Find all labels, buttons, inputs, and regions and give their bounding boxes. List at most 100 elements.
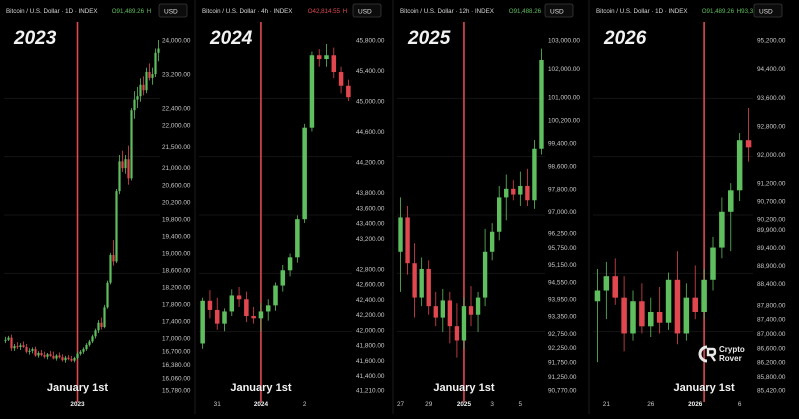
candle-body bbox=[145, 71, 148, 91]
y-tick-label: 99,400.00 bbox=[548, 141, 577, 148]
currency-label: USD bbox=[759, 9, 773, 16]
candle-body bbox=[52, 355, 55, 359]
candle-body bbox=[511, 188, 516, 195]
y-tick-label: 101,000.00 bbox=[548, 95, 580, 102]
y-tick-label: 100,200.00 bbox=[548, 118, 580, 125]
y-tick-label: 86,200.00 bbox=[757, 360, 786, 367]
candle-body bbox=[594, 290, 601, 302]
candle-body bbox=[461, 306, 467, 341]
y-tick-label: 44,600.00 bbox=[356, 129, 385, 136]
candle-body bbox=[405, 217, 410, 264]
y-tick-label: 45,000.00 bbox=[356, 99, 385, 106]
candle-body bbox=[265, 305, 271, 312]
y-tick-label: 16,700.00 bbox=[162, 348, 191, 355]
y-tick-label: 96,250.00 bbox=[548, 231, 577, 238]
y-tick-label: 87,800.00 bbox=[757, 302, 786, 309]
y-tick-label: 92,000.00 bbox=[757, 152, 786, 159]
candle-body bbox=[222, 311, 227, 324]
y-tick-label: 93,350.00 bbox=[548, 314, 577, 321]
y-tick-label: 42,800.00 bbox=[356, 266, 385, 273]
candle-body bbox=[58, 355, 61, 358]
y-tick-label: 92,800.00 bbox=[757, 123, 786, 130]
x-tick-label: 5 bbox=[519, 401, 523, 408]
candle-body bbox=[49, 354, 52, 356]
candle-body bbox=[419, 268, 424, 298]
y-tick-label: 24,000.00 bbox=[162, 38, 191, 45]
panel-header: Bitcoin / U.S. Dollar · 1D · INDEX bbox=[596, 8, 687, 15]
candle-body bbox=[656, 311, 663, 323]
candle-body bbox=[745, 140, 752, 148]
candle-body bbox=[309, 55, 315, 128]
marker-label: January 1st bbox=[674, 382, 735, 394]
candle-body bbox=[22, 345, 25, 347]
year-title: 2025 bbox=[407, 28, 451, 49]
candle-body bbox=[412, 263, 417, 298]
year-title: 2023 bbox=[13, 28, 57, 49]
y-tick-label: 19,400.00 bbox=[162, 233, 191, 240]
candle-body bbox=[229, 295, 235, 312]
candle-body bbox=[151, 74, 154, 78]
candle-body bbox=[639, 301, 645, 327]
candle-body bbox=[736, 140, 743, 191]
candle-body bbox=[728, 190, 734, 212]
y-tick-label: 89,900.00 bbox=[757, 227, 786, 234]
currency-badge bbox=[158, 3, 188, 18]
candle-body bbox=[539, 60, 544, 149]
candle-body bbox=[130, 110, 133, 179]
candle-body bbox=[398, 217, 403, 252]
candle-body bbox=[64, 357, 67, 361]
candle-body bbox=[346, 85, 351, 98]
y-tick-label: 41,210.00 bbox=[356, 388, 385, 395]
candle-body bbox=[482, 251, 488, 298]
y-tick-label: 18,600.00 bbox=[162, 267, 191, 274]
candle-body bbox=[621, 297, 627, 334]
candle-body bbox=[157, 48, 160, 53]
y-tick-label: 95,750.00 bbox=[548, 245, 577, 252]
candle-body bbox=[139, 84, 142, 97]
currency-label: USD bbox=[164, 9, 178, 16]
candle-body bbox=[112, 255, 115, 262]
candle-body bbox=[43, 355, 46, 357]
y-tick-label: 18,200.00 bbox=[162, 284, 191, 291]
candle-body bbox=[719, 211, 725, 248]
candle-body bbox=[103, 307, 106, 327]
y-tick-label: 92,250.00 bbox=[548, 345, 577, 352]
y-tick-label: 88,900.00 bbox=[757, 263, 786, 270]
y-tick-label: 16,060.00 bbox=[162, 376, 191, 383]
chart-panel-2024: Bitcoin / U.S. Dollar · 4h · INDEX O42,81… bbox=[194, 0, 385, 414]
y-tick-label: 90,700.00 bbox=[757, 199, 786, 206]
candle-body bbox=[338, 72, 344, 86]
y-tick-label: 95,150.00 bbox=[548, 262, 577, 269]
y-tick-label: 21,000.00 bbox=[162, 165, 191, 172]
candle-body bbox=[31, 349, 34, 351]
crypto-rover-watermark: Crypto Rover bbox=[697, 344, 757, 368]
candle-body bbox=[692, 297, 698, 312]
x-tick-label: 2026 bbox=[688, 401, 703, 408]
x-tick-label: 3 bbox=[490, 401, 494, 408]
marker-label: January 1st bbox=[230, 382, 291, 394]
candle-body bbox=[497, 197, 502, 232]
candle-body bbox=[73, 358, 76, 361]
crypto-rover-logo-icon bbox=[698, 345, 717, 363]
currency-badge bbox=[352, 3, 382, 18]
candle-body bbox=[532, 148, 537, 201]
x-tick-label: 29 bbox=[425, 401, 433, 408]
y-tick-label: 21,500.00 bbox=[162, 144, 191, 151]
x-tick-label: 2024 bbox=[254, 401, 269, 408]
candle-body bbox=[34, 349, 37, 356]
candle-body bbox=[489, 231, 495, 252]
candle-body bbox=[273, 285, 278, 306]
candle-body bbox=[79, 351, 82, 354]
candle-body bbox=[454, 326, 460, 341]
ohlc-readout: O91,489.26 bbox=[112, 8, 145, 15]
candle-body bbox=[10, 337, 13, 349]
year-title: 2024 bbox=[209, 28, 253, 49]
chart-panel-2026: Bitcoin / U.S. Dollar · 1D · INDEX O91,48… bbox=[588, 0, 786, 414]
candle-body bbox=[251, 316, 256, 319]
y-tick-label: 92,750.00 bbox=[548, 331, 577, 338]
y-tick-label: 44,200.00 bbox=[356, 160, 385, 167]
candle-body bbox=[433, 306, 438, 318]
ohlc-readout: O91,489.26 bbox=[702, 8, 735, 15]
candle-body bbox=[46, 354, 49, 357]
